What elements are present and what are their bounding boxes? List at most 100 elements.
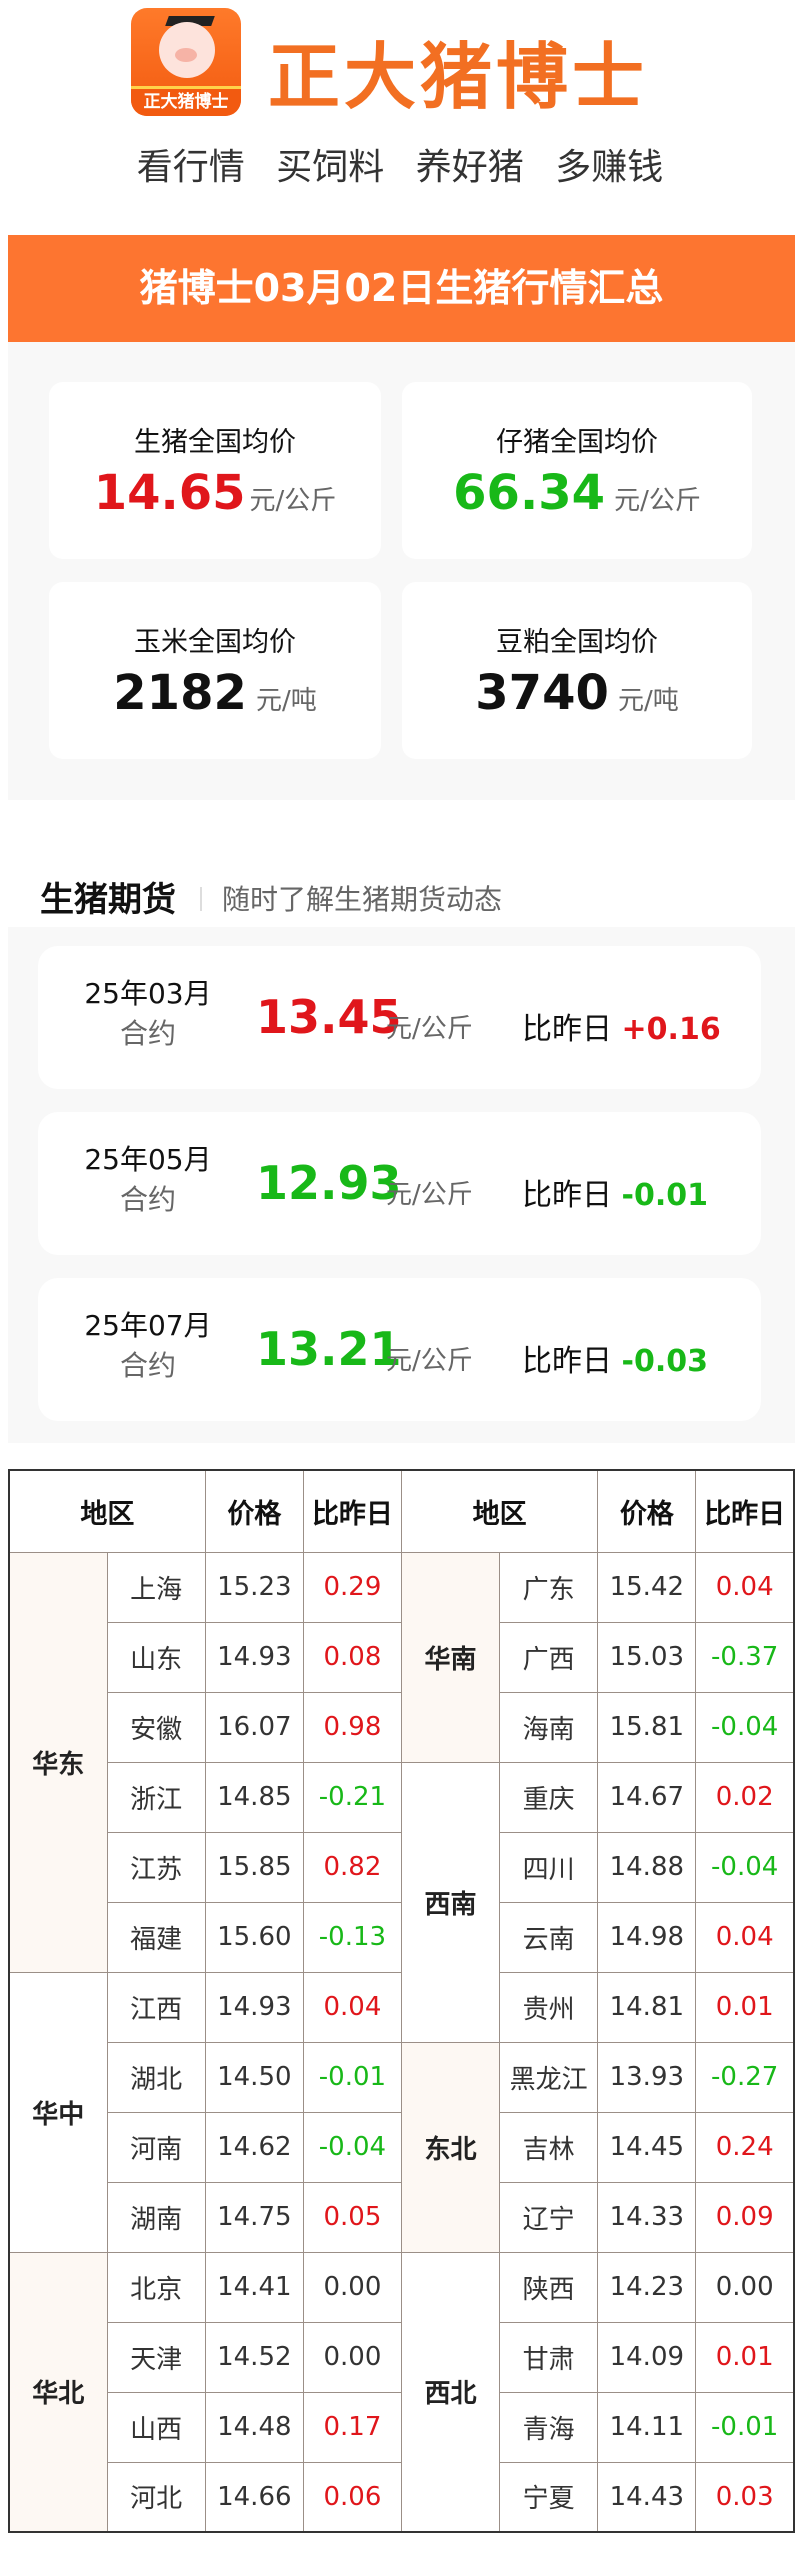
price: 14.52	[204, 2321, 304, 2393]
contract-label: 合约	[119, 1017, 176, 1050]
futures-change: +0.16	[621, 1012, 721, 1047]
change: 0.04	[302, 1971, 403, 2043]
slogan-item: 买饲料	[276, 147, 385, 188]
change: 0.01	[695, 2321, 795, 2393]
price: 15.03	[597, 1621, 697, 1693]
province: 广东	[499, 1551, 599, 1623]
province: 江苏	[106, 1831, 206, 1903]
province: 陕西	[499, 2251, 599, 2323]
compare-label: 比昨日	[522, 1344, 612, 1379]
change: 0.05	[302, 2181, 403, 2253]
avg-unit: 元/公斤	[614, 486, 701, 516]
table-row: 江苏 15.85 0.82 四川 14.88 -0.04	[9, 1831, 795, 1903]
price: 14.67	[597, 1761, 697, 1833]
change: -0.37	[695, 1621, 795, 1693]
change: -0.21	[302, 1761, 403, 1833]
contract-month: 25年05月	[84, 1143, 212, 1176]
province: 河南	[106, 2111, 206, 2183]
price: 13.93	[597, 2041, 697, 2113]
regional-price-table: 地区 价格 比昨日 地区 价格 比昨日 华东 上海 15.23 0.29 华南 广东 15.…	[8, 1469, 795, 2533]
price: 14.75	[204, 2181, 304, 2253]
province: 宁夏	[499, 2461, 599, 2533]
futures-card: 25年07月 合约 13.21 元/公斤 比昨日 -0.03	[38, 1278, 761, 1421]
province: 湖南	[106, 2181, 206, 2253]
price: 14.48	[204, 2391, 304, 2463]
price: 14.62	[204, 2111, 304, 2183]
price: 14.23	[597, 2251, 697, 2323]
price: 15.42	[597, 1551, 697, 1623]
pig-snout-icon	[175, 48, 197, 62]
price: 14.93	[204, 1971, 304, 2043]
change: -0.01	[302, 2041, 403, 2113]
avg-value: 14.65	[93, 465, 246, 521]
futures-unit: 元/公斤	[386, 1180, 473, 1210]
futures-title: 生猪期货	[40, 880, 176, 920]
header-price: 价格	[204, 1469, 304, 1553]
slogan-item: 多赚钱	[555, 147, 664, 188]
change: 0.03	[695, 2461, 795, 2533]
avg-value: 3740	[475, 665, 609, 721]
province: 江西	[106, 1971, 206, 2043]
change: -0.01	[695, 2391, 795, 2463]
province: 辽宁	[499, 2181, 599, 2253]
province: 福建	[106, 1901, 206, 1973]
change: 0.00	[302, 2321, 403, 2393]
change: 0.04	[695, 1901, 795, 1973]
province: 甘肃	[499, 2321, 599, 2393]
change: -0.13	[302, 1901, 403, 1973]
avg-card-hog: 生猪全国均价 14.65 元/公斤	[49, 382, 381, 559]
price: 14.09	[597, 2321, 697, 2393]
avg-label: 仔猪全国均价	[496, 427, 658, 458]
futures-change: -0.01	[621, 1178, 709, 1213]
price: 14.33	[597, 2181, 697, 2253]
slogan-item: 养好猪	[415, 147, 524, 188]
province: 云南	[499, 1901, 599, 1973]
change: -0.27	[695, 2041, 795, 2113]
province: 广西	[499, 1621, 599, 1693]
summary-banner: 猪博士03月02日生猪行情汇总	[8, 235, 795, 342]
table-row: 河南 14.62 -0.04 吉林 14.45 0.24	[9, 2111, 795, 2183]
price: 14.43	[597, 2461, 697, 2533]
change: -0.04	[695, 1691, 795, 1763]
contract-label: 合约	[119, 1183, 176, 1216]
slogan-item: 看行情	[136, 147, 245, 188]
table-row: 华东 上海 15.23 0.29 华南 广东 15.42 0.04	[8, 1551, 795, 1973]
province: 山西	[106, 2391, 206, 2463]
avg-label: 玉米全国均价	[134, 627, 296, 658]
change: 0.82	[302, 1831, 403, 1903]
contract-month: 25年07月	[84, 1309, 212, 1342]
futures-price: 13.21	[256, 1322, 402, 1376]
contract-label: 合约	[119, 1349, 176, 1382]
province: 天津	[106, 2321, 206, 2393]
compare-label: 比昨日	[522, 1012, 612, 1047]
futures-card: 25年03月 合约 13.45 元/公斤 比昨日 +0.16	[38, 946, 761, 1089]
price: 14.81	[597, 1971, 697, 2043]
header-price: 价格	[597, 1469, 697, 1553]
price: 15.85	[204, 1831, 304, 1903]
change: 0.00	[695, 2251, 795, 2323]
avg-value: 2182	[113, 665, 247, 721]
change: 0.02	[695, 1761, 795, 1833]
province: 海南	[499, 1691, 599, 1763]
region-group: 华东	[8, 1551, 108, 1973]
avg-card-piglet: 仔猪全国均价 66.34 元/公斤	[402, 382, 752, 559]
region-group: 华北	[8, 2251, 108, 2533]
price: 14.11	[597, 2391, 697, 2463]
avg-label: 豆粕全国均价	[496, 627, 658, 658]
province: 四川	[499, 1831, 599, 1903]
futures-price: 13.45	[256, 990, 402, 1044]
region-group: 华南	[400, 1551, 501, 1763]
price: 14.98	[597, 1901, 697, 1973]
price: 14.41	[204, 2251, 304, 2323]
province: 上海	[106, 1551, 206, 1623]
change: -0.04	[695, 1831, 795, 1903]
price: 15.60	[204, 1901, 304, 1973]
table-row: 华北 北京 14.41 0.00 西北 陕西 14.23 0.00	[8, 2251, 795, 2533]
change: 0.09	[695, 2181, 795, 2253]
header-change: 比昨日	[695, 1469, 795, 1553]
futures-change: -0.03	[621, 1344, 709, 1379]
province: 贵州	[499, 1971, 599, 2043]
table-row: 河北 14.66 0.06 宁夏 14.43 0.03	[9, 2461, 795, 2533]
avg-value: 66.34	[453, 465, 605, 521]
region-group: 华中	[8, 1971, 108, 2253]
